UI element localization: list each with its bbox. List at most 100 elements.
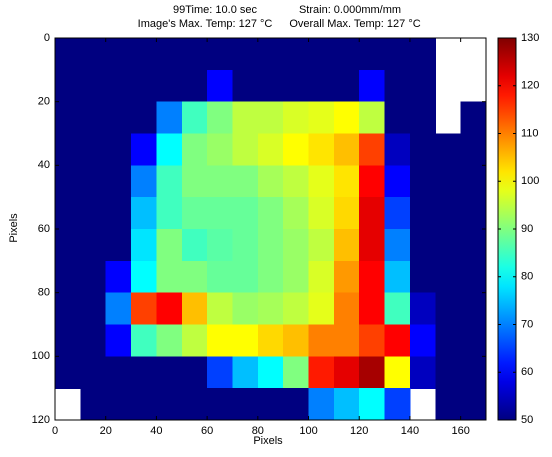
heat-cell xyxy=(359,69,386,103)
heat-cell xyxy=(181,197,208,230)
heat-cell xyxy=(257,38,284,71)
heat-cell xyxy=(156,101,183,135)
heat-cell xyxy=(257,356,284,389)
heat-cell xyxy=(232,324,259,357)
heat-cell xyxy=(384,165,411,198)
heat-cell xyxy=(131,38,158,71)
axes: 0 20 40 60 80 100 120 140 160 0 20 40 60 80 100 120 50 60… xyxy=(32,32,540,437)
heat-cell xyxy=(333,260,360,294)
heat-cell xyxy=(232,197,259,230)
heat-cell xyxy=(460,133,486,166)
heat-cell xyxy=(181,38,208,71)
heat-cell xyxy=(283,260,310,294)
colorbar-tick-label: 70 xyxy=(521,318,533,330)
y-tick-label: 60 xyxy=(38,223,50,235)
title-line: Overall Max. Temp: 127 °C xyxy=(289,18,420,30)
heat-cell xyxy=(333,197,360,230)
heat-cell xyxy=(156,165,183,198)
heat-cell xyxy=(181,260,208,294)
heat-cell xyxy=(384,197,411,230)
heat-cell xyxy=(181,324,208,357)
heat-cell xyxy=(460,197,486,230)
heat-cell xyxy=(359,101,386,135)
heat-cell xyxy=(359,324,386,357)
heat-cell xyxy=(131,356,158,389)
heat-cell xyxy=(359,292,386,326)
heat-cell xyxy=(156,388,183,420)
colorbar-tick-label: 110 xyxy=(521,127,539,139)
heat-cell xyxy=(409,197,436,230)
heat-cell xyxy=(257,388,284,420)
heat-cell xyxy=(80,292,107,326)
heat-cell xyxy=(308,197,335,230)
heat-cell xyxy=(384,38,411,71)
heat-cell xyxy=(283,69,310,103)
heat-cell xyxy=(131,324,158,357)
heat-cell xyxy=(257,69,284,103)
heat-cell xyxy=(333,356,360,389)
heat-cell xyxy=(257,229,284,262)
heat-cell xyxy=(435,229,462,262)
heat-cell xyxy=(55,356,81,389)
heat-cell xyxy=(460,260,486,294)
heat-cell xyxy=(80,69,107,103)
x-tick-label: 60 xyxy=(201,425,213,437)
heat-cell xyxy=(131,197,158,230)
title-line: 99Time: 10.0 sec xyxy=(173,4,257,16)
heat-cell xyxy=(131,388,158,420)
heat-cell xyxy=(181,356,208,389)
x-tick-label: 20 xyxy=(100,425,112,437)
y-tick-label: 80 xyxy=(38,287,50,299)
heat-cell xyxy=(359,229,386,262)
heat-cell xyxy=(131,229,158,262)
heat-cell xyxy=(232,165,259,198)
heat-cell xyxy=(80,324,107,357)
x-tick-label: 0 xyxy=(52,425,58,437)
heat-cell xyxy=(80,197,107,230)
y-tick-label: 0 xyxy=(44,32,50,44)
heat-cell xyxy=(207,133,234,166)
heat-cell xyxy=(105,38,132,71)
heat-cell xyxy=(384,101,411,135)
heat-cell xyxy=(257,165,284,198)
heat-cell xyxy=(308,69,335,103)
heat-cell xyxy=(156,197,183,230)
heat-cell xyxy=(207,356,234,389)
heat-cell xyxy=(156,260,183,294)
x-tick-label: 140 xyxy=(401,425,419,437)
heat-cell xyxy=(207,38,234,71)
title-line: Image's Max. Temp: 127 °C xyxy=(138,18,273,30)
colorbar-tick-label: 60 xyxy=(521,366,533,378)
heat-cell xyxy=(207,69,234,103)
heat-cell xyxy=(384,69,411,103)
heat-cell xyxy=(55,38,81,71)
y-tick-label: 120 xyxy=(32,414,50,426)
heat-cell xyxy=(105,388,132,420)
heat-cell xyxy=(359,356,386,389)
heat-cell xyxy=(55,165,81,198)
heat-cell xyxy=(181,101,208,135)
heat-cell xyxy=(207,101,234,135)
colorbar-tick-label: 120 xyxy=(521,80,539,92)
heat-cell xyxy=(308,165,335,198)
x-tick-label: 80 xyxy=(252,425,264,437)
heat-cell xyxy=(460,388,486,420)
heat-cell xyxy=(257,292,284,326)
heat-cell xyxy=(283,229,310,262)
heat-cell xyxy=(207,197,234,230)
heat-cell xyxy=(232,69,259,103)
y-tick-label: 20 xyxy=(38,96,50,108)
heat-cell xyxy=(181,133,208,166)
heat-cell xyxy=(105,324,132,357)
heat-cell xyxy=(232,101,259,135)
heat-cell xyxy=(435,197,462,230)
heat-cell xyxy=(435,356,462,389)
heat-cell xyxy=(131,133,158,166)
heat-cell xyxy=(435,324,462,357)
heat-cell xyxy=(181,229,208,262)
heat-cell xyxy=(232,292,259,326)
heat-cell xyxy=(105,101,132,135)
heat-cell xyxy=(283,38,310,71)
heat-cell xyxy=(105,292,132,326)
